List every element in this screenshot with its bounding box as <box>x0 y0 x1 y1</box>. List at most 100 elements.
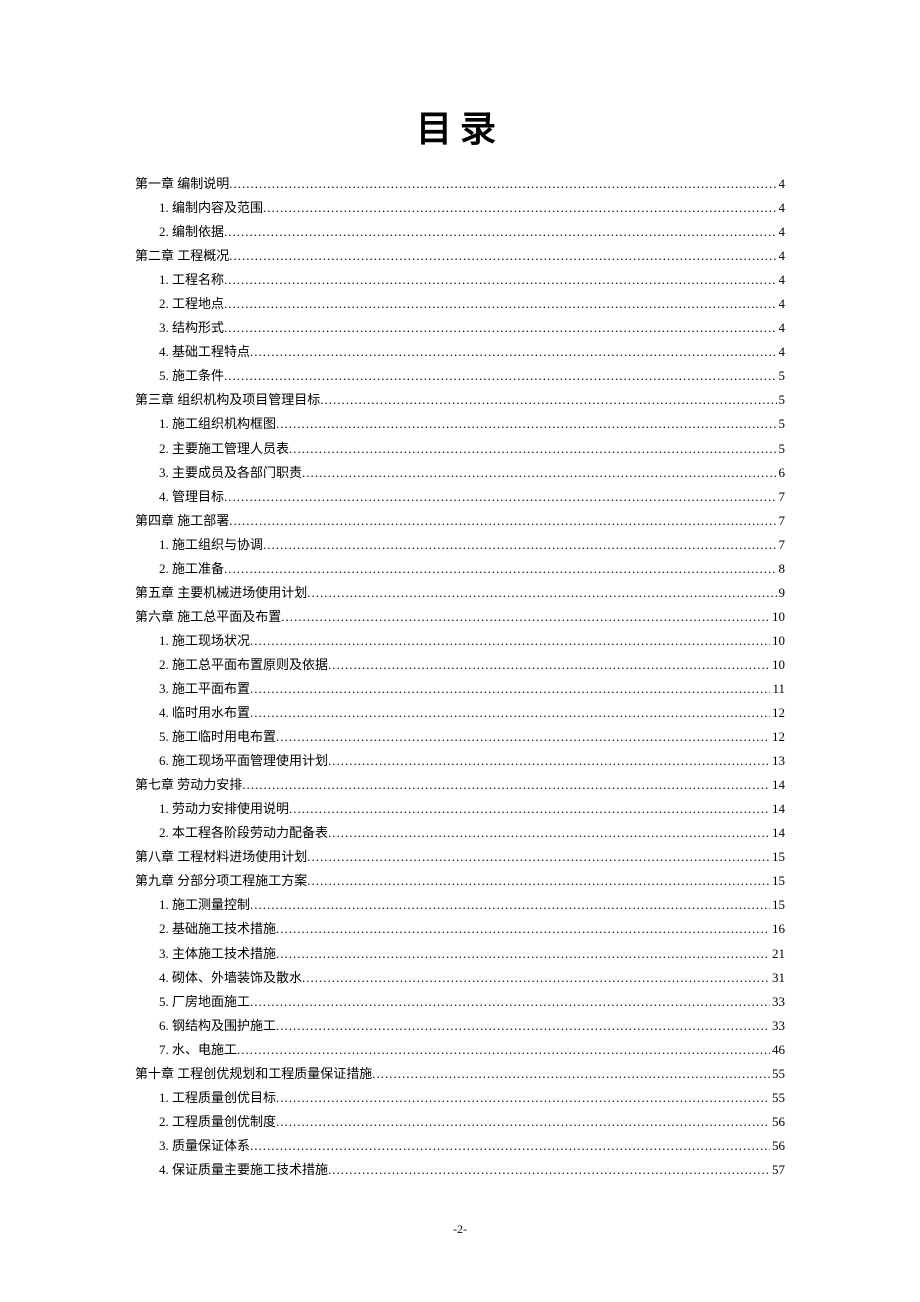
toc-entry: 4. 保证质量主要施工技术措施57 <box>135 1158 785 1182</box>
toc-entry: 5. 厂房地面施工 33 <box>135 990 785 1014</box>
toc-leader-dots <box>229 244 776 268</box>
toc-leader-dots <box>250 701 770 725</box>
page-number: -2- <box>135 1222 785 1237</box>
toc-entry-label: 4. 临时用水布置 <box>159 701 250 725</box>
toc-leader-dots <box>263 533 776 557</box>
toc-entry-label: 1. 施工组织机构框图 <box>159 412 276 436</box>
toc-entry: 2. 施工总平面布置原则及依据 10 <box>135 653 785 677</box>
toc-entry-label: 2. 工程质量创优制度 <box>159 1110 276 1134</box>
toc-entry-page: 8 <box>777 557 786 581</box>
toc-entry: 1. 施工现场状况10 <box>135 629 785 653</box>
toc-entry: 3. 结构形式 4 <box>135 316 785 340</box>
toc-entry: 第二章 工程概况 4 <box>135 244 785 268</box>
toc-entry-label: 第十章 工程创优规划和工程质量保证措施 <box>135 1062 372 1086</box>
toc-entry: 2. 工程质量创优制度56 <box>135 1110 785 1134</box>
toc-entry-page: 56 <box>770 1134 785 1158</box>
toc-entry-label: 第四章 施工部署 <box>135 509 229 533</box>
toc-leader-dots <box>250 629 770 653</box>
toc-entry-page: 33 <box>770 990 785 1014</box>
toc-entry-page: 46 <box>770 1038 785 1062</box>
toc-entry-label: 第九章 分部分项工程施工方案 <box>135 869 307 893</box>
toc-entry-page: 33 <box>770 1014 785 1038</box>
toc-entry: 第十章 工程创优规划和工程质量保证措施 55 <box>135 1062 785 1086</box>
toc-entry: 4. 基础工程特点 4 <box>135 340 785 364</box>
toc-entry-page: 55 <box>770 1062 785 1086</box>
toc-entry-page: 4 <box>777 340 786 364</box>
toc-leader-dots <box>302 461 776 485</box>
toc-entry-page: 7 <box>777 485 786 509</box>
toc-entry-page: 7 <box>777 509 786 533</box>
toc-entry: 3. 主体施工技术措施21 <box>135 942 785 966</box>
toc-entry-label: 2. 主要施工管理人员表 <box>159 437 289 461</box>
toc-entry-page: 16 <box>770 917 785 941</box>
toc-entry-label: 3. 结构形式 <box>159 316 224 340</box>
toc-entry: 1. 施工组织机构框图 5 <box>135 412 785 436</box>
toc-entry: 7. 水、电施工 46 <box>135 1038 785 1062</box>
toc-entry-label: 1. 施工测量控制 <box>159 893 250 917</box>
toc-entry-page: 4 <box>777 316 786 340</box>
toc-entry-label: 2. 施工总平面布置原则及依据 <box>159 653 328 677</box>
toc-leader-dots <box>276 412 776 436</box>
toc-entry: 4. 临时用水布置 12 <box>135 701 785 725</box>
toc-leader-dots <box>328 749 770 773</box>
toc-entry-page: 6 <box>777 461 786 485</box>
toc-entry: 5. 施工条件5 <box>135 364 785 388</box>
toc-entry-page: 15 <box>770 869 785 893</box>
toc-leader-dots <box>289 437 776 461</box>
toc-entry: 1. 劳动力安排使用说明14 <box>135 797 785 821</box>
toc-entry-page: 12 <box>770 725 785 749</box>
toc-entry-page: 4 <box>777 268 786 292</box>
toc-entry: 第六章 施工总平面及布置10 <box>135 605 785 629</box>
toc-entry-page: 4 <box>777 196 786 220</box>
toc-leader-dots <box>224 220 776 244</box>
toc-entry-label: 7. 水、电施工 <box>159 1038 237 1062</box>
toc-entry-label: 4. 砌体、外墙装饰及散水 <box>159 966 302 990</box>
toc-entry-page: 10 <box>770 653 785 677</box>
toc-entry-page: 12 <box>770 701 785 725</box>
toc-entry: 3. 施工平面布置11 <box>135 677 785 701</box>
toc-entry-label: 5. 厂房地面施工 <box>159 990 250 1014</box>
toc-entry: 2. 工程地点4 <box>135 292 785 316</box>
toc-entry: 1. 施工测量控制 15 <box>135 893 785 917</box>
toc-entry-page: 5 <box>777 388 786 412</box>
toc-entry-label: 第二章 工程概况 <box>135 244 229 268</box>
toc-leader-dots <box>263 196 776 220</box>
toc-leader-dots <box>250 893 770 917</box>
toc-entry-page: 4 <box>777 172 786 196</box>
toc-entry: 4. 砌体、外墙装饰及散水 31 <box>135 966 785 990</box>
toc-leader-dots <box>276 1086 770 1110</box>
toc-entry: 第七章 劳动力安排14 <box>135 773 785 797</box>
toc-entry-page: 14 <box>770 821 785 845</box>
toc-entry-page: 10 <box>770 605 785 629</box>
toc-entry-page: 4 <box>777 244 786 268</box>
toc-entry-label: 4. 基础工程特点 <box>159 340 250 364</box>
toc-entry: 6. 钢结构及围护施工33 <box>135 1014 785 1038</box>
toc-entry-page: 13 <box>770 749 785 773</box>
toc-leader-dots <box>289 797 770 821</box>
toc-entry: 2. 本工程各阶段劳动力配备表14 <box>135 821 785 845</box>
toc-entry: 3. 主要成员及各部门职责6 <box>135 461 785 485</box>
toc-entry-page: 10 <box>770 629 785 653</box>
toc-entry-page: 31 <box>770 966 785 990</box>
toc-entry-label: 2. 基础施工技术措施 <box>159 917 276 941</box>
toc-leader-dots <box>307 845 770 869</box>
toc-entry-page: 15 <box>770 893 785 917</box>
toc-entry: 1. 施工组织与协调7 <box>135 533 785 557</box>
toc-leader-dots <box>320 388 776 412</box>
toc-leader-dots <box>224 292 776 316</box>
toc-leader-dots <box>276 725 770 749</box>
toc-entry-label: 4. 管理目标 <box>159 485 224 509</box>
toc-leader-dots <box>237 1038 770 1062</box>
toc-leader-dots <box>302 966 770 990</box>
toc-entry: 2. 主要施工管理人员表 5 <box>135 437 785 461</box>
toc-entry: 第一章 编制说明4 <box>135 172 785 196</box>
toc-entry-label: 1. 编制内容及范围 <box>159 196 263 220</box>
toc-leader-dots <box>250 1134 770 1158</box>
toc-entry: 3. 质量保证体系 56 <box>135 1134 785 1158</box>
toc-entry-label: 3. 质量保证体系 <box>159 1134 250 1158</box>
toc-entry-page: 5 <box>777 412 786 436</box>
toc-entry: 第三章 组织机构及项目管理目标5 <box>135 388 785 412</box>
toc-entry: 2. 施工准备8 <box>135 557 785 581</box>
toc-entry-page: 5 <box>777 437 786 461</box>
toc-leader-dots <box>250 677 770 701</box>
